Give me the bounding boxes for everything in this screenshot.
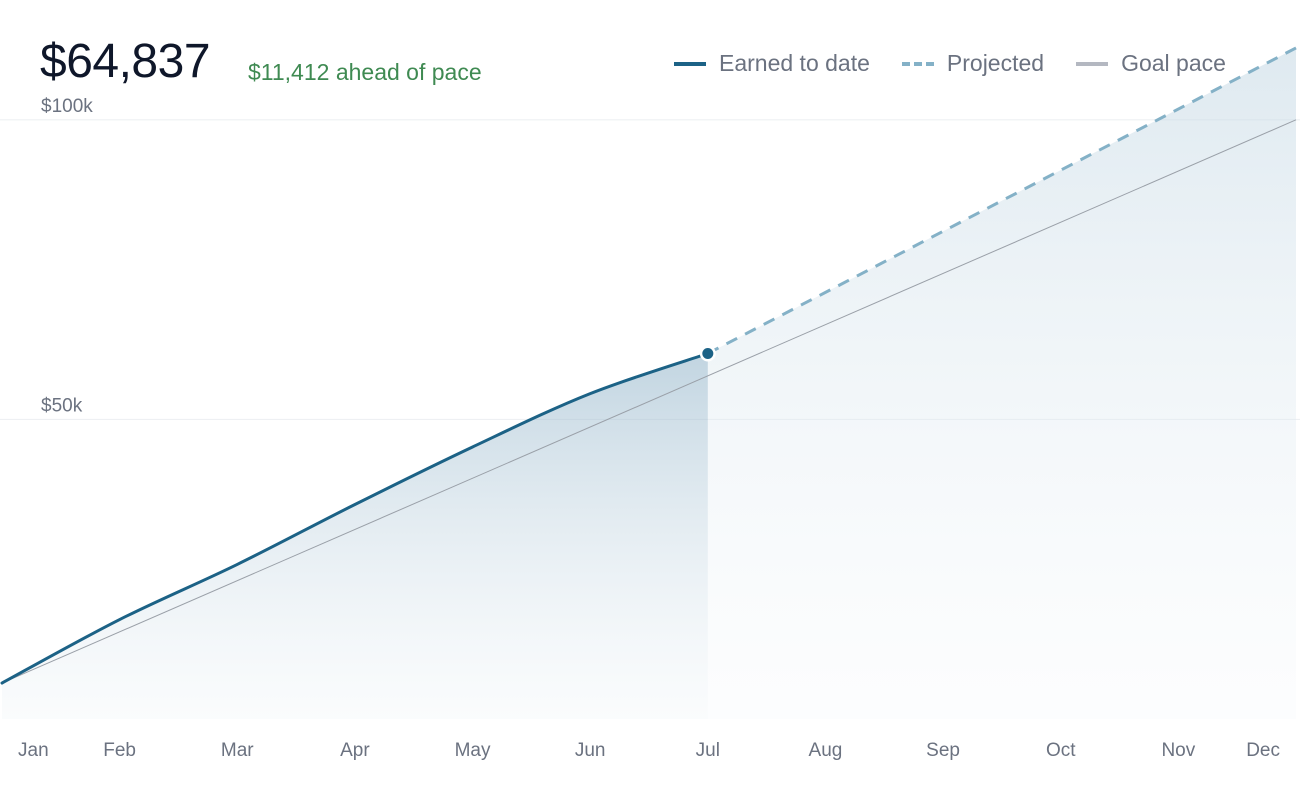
y-tick-label: $50k — [41, 395, 83, 416]
legend-swatch-goal-icon — [1076, 61, 1109, 66]
ahead-of-pace-delta: $11,412 ahead of pace — [248, 59, 482, 85]
x-tick-label: Sep — [926, 740, 960, 761]
legend-label: Earned to date — [719, 50, 870, 76]
earned-area — [2, 353, 708, 719]
x-tick-label: Mar — [221, 740, 254, 761]
legend-swatch-dashed-icon — [901, 61, 934, 66]
current-point-marker[interactable] — [702, 348, 714, 360]
legend-item-goal[interactable]: Goal pace — [1076, 50, 1226, 77]
total-earned-value: $64,837 — [40, 35, 211, 88]
x-tick-label: Aug — [809, 740, 843, 761]
projected-line — [707, 46, 1297, 355]
legend-item-projected[interactable]: Projected — [901, 50, 1045, 77]
x-tick-label: May — [455, 740, 491, 761]
y-tick-label: $100k — [41, 96, 93, 117]
earned-to-date-line — [0, 352, 710, 685]
legend-item-earned[interactable]: Earned to date — [674, 50, 870, 77]
chart-legend: Earned to date Projected Goal pace — [674, 50, 1226, 77]
legend-label: Goal pace — [1121, 50, 1226, 76]
x-tick-label: Feb — [103, 740, 136, 761]
goal-pace-line — [1, 119, 1297, 684]
x-tick-label: Dec — [1246, 740, 1280, 761]
x-tick-label: Jan — [18, 740, 49, 761]
x-tick-label: Apr — [340, 740, 370, 761]
x-tick-label: Oct — [1046, 740, 1076, 761]
legend-swatch-solid-icon — [674, 61, 706, 66]
x-tick-label: Jul — [696, 740, 720, 761]
projected-area — [707, 47, 1296, 719]
x-tick-label: Jun — [575, 740, 606, 761]
legend-label: Projected — [946, 50, 1045, 76]
x-tick-label: Nov — [1161, 740, 1195, 761]
